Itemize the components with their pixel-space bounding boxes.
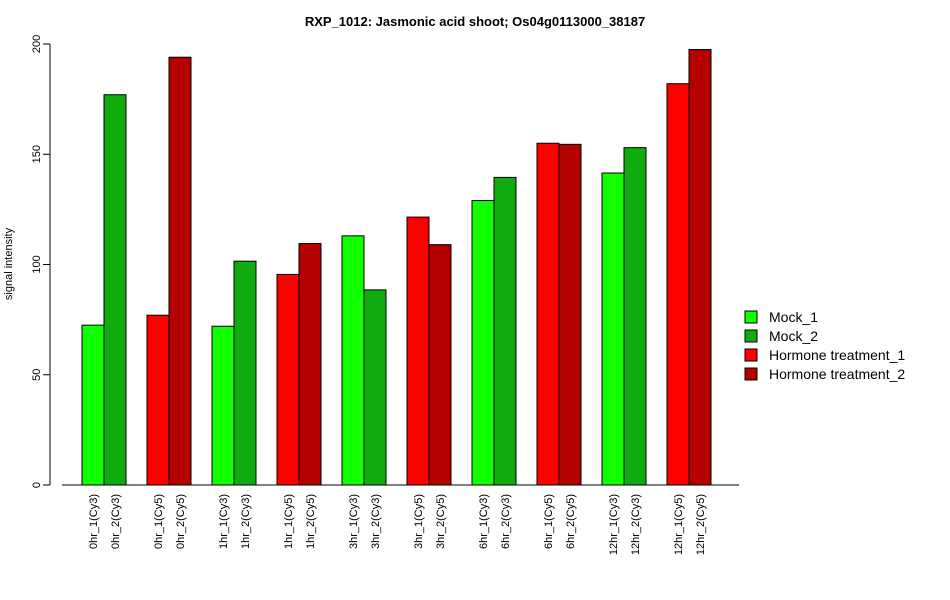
x-tick-label: 0hr_2(Cy5) bbox=[175, 494, 187, 549]
legend-label: Hormone treatment_1 bbox=[769, 347, 905, 363]
bar bbox=[363, 289, 387, 486]
y-tick-label: 0 bbox=[31, 482, 43, 488]
y-tick-label: 50 bbox=[31, 369, 43, 381]
x-tick-label: 6hr_1(Cy3) bbox=[478, 494, 490, 549]
x-tick-label: 6hr_2(Cy3) bbox=[500, 494, 512, 549]
x-tick-label: 1hr_2(Cy3) bbox=[240, 494, 252, 549]
category-labels: 0hr_1(Cy3) 0hr_2(Cy3) 0hr_1(Cy5) 0hr_2(Cy5)… bbox=[88, 494, 707, 555]
bar bbox=[558, 143, 582, 486]
bar bbox=[666, 83, 690, 486]
bar bbox=[601, 172, 625, 486]
y-axis: 0 50 100 150 200 bbox=[31, 35, 51, 488]
legend-label: Mock_2 bbox=[769, 328, 818, 344]
bar bbox=[276, 273, 300, 486]
bar bbox=[146, 314, 170, 486]
bar bbox=[168, 56, 192, 486]
legend-swatch bbox=[744, 367, 758, 381]
legend-swatch bbox=[744, 348, 758, 362]
bar bbox=[428, 244, 452, 486]
bar bbox=[341, 235, 365, 486]
legend-swatch bbox=[744, 310, 758, 324]
bar bbox=[298, 243, 322, 486]
x-tick-label: 1hr_1(Cy3) bbox=[218, 494, 230, 549]
x-tick-label: 6hr_1(Cy5) bbox=[543, 494, 555, 549]
x-tick-label: 1hr_1(Cy5) bbox=[283, 494, 295, 549]
x-tick-label: 3hr_1(Cy5) bbox=[413, 494, 425, 549]
chart-title: RXP_1012: Jasmonic acid shoot; Os04g0113… bbox=[305, 14, 645, 29]
x-tick-label: 3hr_2(Cy5) bbox=[435, 494, 447, 549]
y-tick-label: 100 bbox=[31, 255, 43, 273]
bar bbox=[406, 216, 430, 486]
x-tick-label: 12hr_1(Cy3) bbox=[608, 494, 620, 555]
x-tick-label: 0hr_1(Cy5) bbox=[153, 494, 165, 549]
bar bbox=[493, 176, 517, 486]
bar bbox=[623, 147, 647, 486]
x-tick-label: 12hr_2(Cy3) bbox=[630, 494, 642, 555]
bar bbox=[536, 142, 560, 486]
bar bbox=[688, 49, 712, 486]
x-tick-label: 0hr_1(Cy3) bbox=[88, 494, 100, 549]
x-tick-label: 12hr_1(Cy5) bbox=[673, 494, 685, 555]
y-tick-label: 150 bbox=[31, 145, 43, 163]
bars-group bbox=[81, 49, 712, 486]
y-tick-label: 200 bbox=[31, 35, 43, 53]
legend-label: Hormone treatment_2 bbox=[769, 366, 905, 382]
bar bbox=[471, 200, 495, 486]
bar bbox=[211, 325, 235, 486]
x-tick-label: 3hr_2(Cy3) bbox=[370, 494, 382, 549]
y-axis-label: signal intensity bbox=[3, 227, 15, 300]
legend-swatch bbox=[744, 329, 758, 343]
x-tick-label: 6hr_2(Cy5) bbox=[565, 494, 577, 549]
x-tick-label: 1hr_2(Cy5) bbox=[305, 494, 317, 549]
x-tick-label: 0hr_2(Cy3) bbox=[110, 494, 122, 549]
legend: Mock_1 Mock_2 Hormone treatment_1 Hormone t… bbox=[744, 309, 905, 382]
x-tick-label: 3hr_1(Cy3) bbox=[348, 494, 360, 549]
legend-label: Mock_1 bbox=[769, 309, 818, 325]
x-tick-label: 12hr_2(Cy5) bbox=[695, 494, 707, 555]
bar bbox=[81, 324, 105, 486]
bar bbox=[233, 260, 257, 486]
bar bbox=[103, 94, 127, 486]
